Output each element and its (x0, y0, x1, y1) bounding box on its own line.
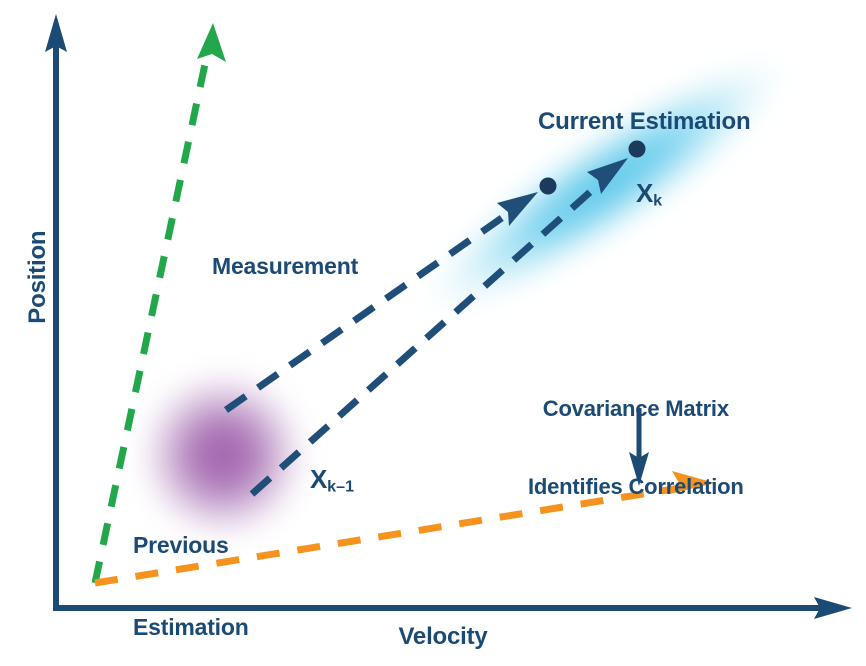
position-correlation-axis (91, 23, 226, 584)
xk-subscript: k (653, 191, 663, 210)
xk-base: X (636, 178, 654, 208)
label-current-estimation: Current Estimation (538, 108, 751, 135)
covariance-line-1: Covariance Matrix (542, 395, 729, 421)
velocity-correlation-axis (94, 471, 715, 587)
axis-label-position: Position (23, 230, 51, 324)
xk1-base: X (310, 464, 328, 494)
label-state-xk-minus-1: Xk–1 (310, 464, 354, 497)
estimation-arrow (249, 158, 628, 497)
y-axis (45, 14, 67, 608)
covariance-pointer-arrow (629, 408, 649, 486)
label-covariance-matrix: Covariance Matrix Identifies Correlation (528, 344, 744, 552)
label-state-xk: Xk (636, 178, 662, 211)
x-axis (53, 597, 852, 619)
previous-estimation-uncertainty-blob (130, 362, 316, 548)
previous-estimation-line-2: Estimation (133, 613, 249, 640)
xk1-subscript: k–1 (327, 477, 355, 496)
covariance-line-2: Identifies Correlation (528, 473, 744, 499)
label-measurement: Measurement (212, 253, 359, 279)
previous-estimation-line-1: Previous (133, 532, 229, 559)
label-previous-estimation: Previous Estimation (133, 478, 249, 666)
axis-label-velocity: Velocity (398, 623, 488, 650)
measurement-arrow (224, 192, 538, 413)
current-estimation-point (628, 140, 646, 158)
measurement-point (539, 177, 557, 195)
